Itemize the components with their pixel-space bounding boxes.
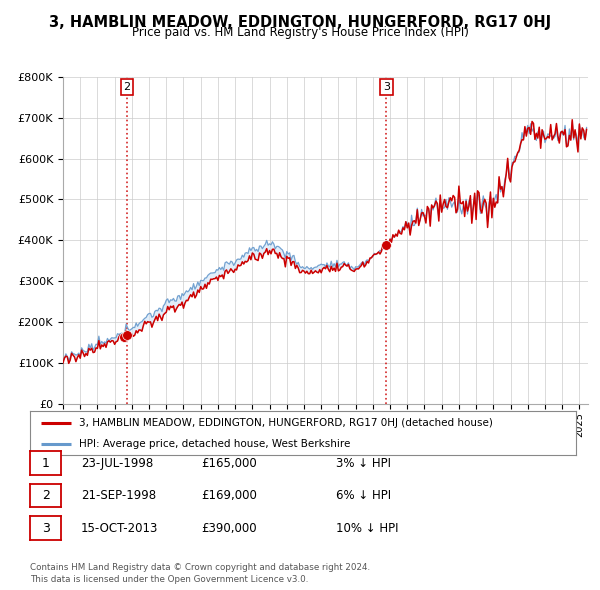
Text: 21-SEP-1998: 21-SEP-1998 [81, 489, 156, 502]
Text: 2: 2 [41, 489, 50, 502]
Text: 3% ↓ HPI: 3% ↓ HPI [336, 457, 391, 470]
Text: £169,000: £169,000 [201, 489, 257, 502]
Text: 23-JUL-1998: 23-JUL-1998 [81, 457, 153, 470]
Text: £390,000: £390,000 [201, 522, 257, 535]
Text: 6% ↓ HPI: 6% ↓ HPI [336, 489, 391, 502]
Text: HPI: Average price, detached house, West Berkshire: HPI: Average price, detached house, West… [79, 438, 350, 448]
Text: 3, HAMBLIN MEADOW, EDDINGTON, HUNGERFORD, RG17 0HJ: 3, HAMBLIN MEADOW, EDDINGTON, HUNGERFORD… [49, 15, 551, 30]
Text: 1: 1 [41, 457, 50, 470]
Text: 3: 3 [383, 82, 390, 92]
Text: 10% ↓ HPI: 10% ↓ HPI [336, 522, 398, 535]
Text: 3: 3 [41, 522, 50, 535]
Text: 2: 2 [124, 82, 131, 92]
Text: This data is licensed under the Open Government Licence v3.0.: This data is licensed under the Open Gov… [30, 575, 308, 584]
Text: 15-OCT-2013: 15-OCT-2013 [81, 522, 158, 535]
Text: Price paid vs. HM Land Registry's House Price Index (HPI): Price paid vs. HM Land Registry's House … [131, 26, 469, 39]
Text: £165,000: £165,000 [201, 457, 257, 470]
Text: Contains HM Land Registry data © Crown copyright and database right 2024.: Contains HM Land Registry data © Crown c… [30, 563, 370, 572]
Text: 3, HAMBLIN MEADOW, EDDINGTON, HUNGERFORD, RG17 0HJ (detached house): 3, HAMBLIN MEADOW, EDDINGTON, HUNGERFORD… [79, 418, 493, 428]
